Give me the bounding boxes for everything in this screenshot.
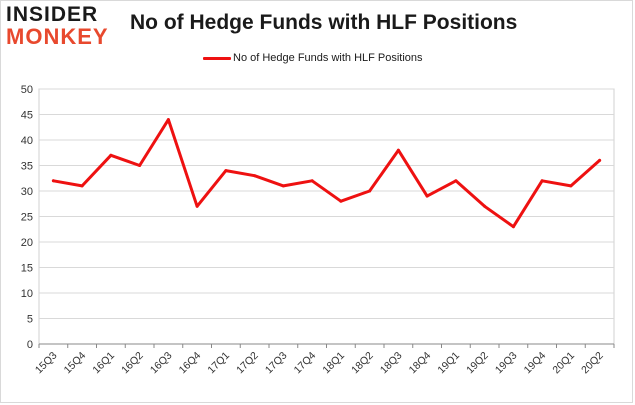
data-point [598,158,602,162]
x-tick-label: 18Q1 [320,350,347,377]
data-point [253,174,257,178]
x-tick-label: 18Q3 [378,350,405,377]
y-tick-label: 45 [21,110,33,122]
data-point [511,225,515,229]
x-tick-label: 18Q4 [407,350,434,377]
y-tick-label: 30 [21,186,33,198]
data-point [224,169,228,173]
logo-text-bottom: MONKEY [6,24,109,49]
x-tick-label: 17Q4 [292,350,319,377]
y-tick-label: 10 [21,288,33,300]
data-point [425,194,429,198]
series-line [51,118,602,229]
x-tick-label: 19Q1 [435,350,462,377]
x-tick-label: 17Q3 [263,350,290,377]
x-tick-label: 18Q2 [349,350,376,377]
data-point [483,204,487,208]
x-tick-label: 16Q4 [177,350,204,377]
y-tick-label: 35 [21,161,33,173]
data-point [396,148,400,152]
legend-swatch [203,56,231,60]
data-point [569,184,573,188]
x-tick-label: 16Q3 [148,350,175,377]
y-tick-label: 50 [21,84,33,96]
chart-title: No of Hedge Funds with HLF Positions [130,11,518,34]
data-point [540,179,544,183]
data-point [368,189,372,193]
data-point [109,153,113,157]
data-point [195,204,199,208]
data-point [454,179,458,183]
x-tick-label: 16Q1 [90,350,117,377]
y-tick-label: 25 [21,212,33,224]
y-tick-label: 5 [27,314,33,326]
x-tick-label: 15Q4 [62,350,89,377]
x-tick-label: 20Q1 [550,350,577,377]
data-point [51,179,55,183]
chart-legend: No of Hedge Funds with HLF Positions [203,52,423,64]
x-tick-label: 17Q2 [234,350,261,377]
x-tick-label: 19Q2 [464,350,491,377]
data-point [166,118,170,122]
data-point [310,179,314,183]
x-tick-label: 15Q3 [33,350,60,377]
data-point [138,164,142,167]
y-tick-label: 0 [27,339,33,351]
y-tick-label: 40 [21,135,33,147]
y-tick-label: 20 [21,237,33,249]
data-point [281,184,285,188]
data-point [339,199,343,203]
x-tick-label: 16Q2 [119,350,146,377]
logo-text-top: INSIDER [6,3,99,26]
x-tick-label: 19Q4 [522,350,549,377]
legend-label: No of Hedge Funds with HLF Positions [233,52,423,64]
x-tick-label: 20Q2 [579,350,606,377]
x-tick-label: 17Q1 [205,350,232,377]
x-tick-label: 19Q3 [493,350,520,377]
y-tick-label: 15 [21,263,33,275]
data-point [80,184,84,188]
insider-monkey-logo: INSIDER MONKEY [6,4,118,54]
